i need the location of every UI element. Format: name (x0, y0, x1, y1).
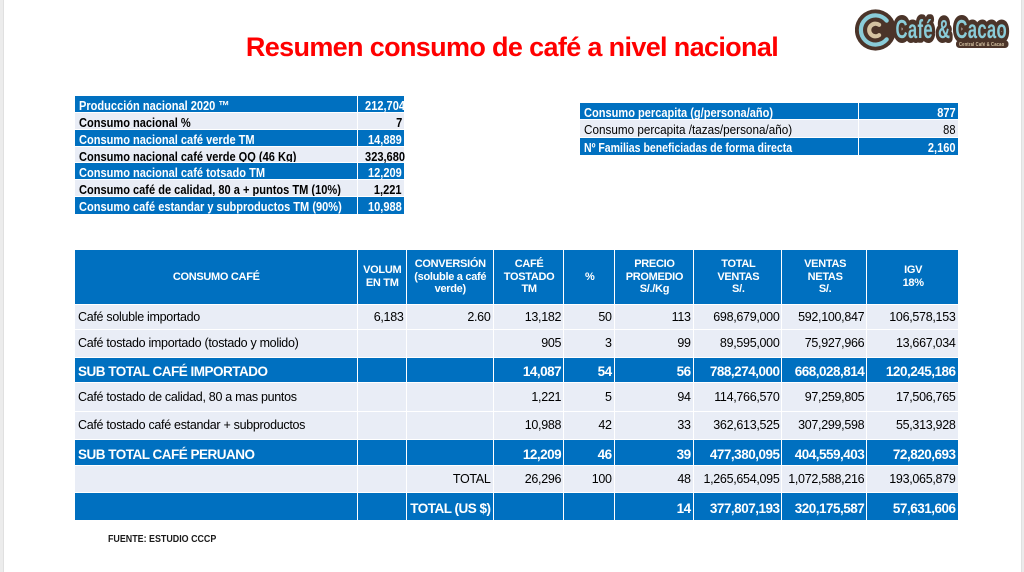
svg-text:Central Café & Cacao: Central Café & Cacao (959, 42, 1004, 49)
svg-text:Café & Cacao: Café & Cacao (896, 15, 1008, 45)
